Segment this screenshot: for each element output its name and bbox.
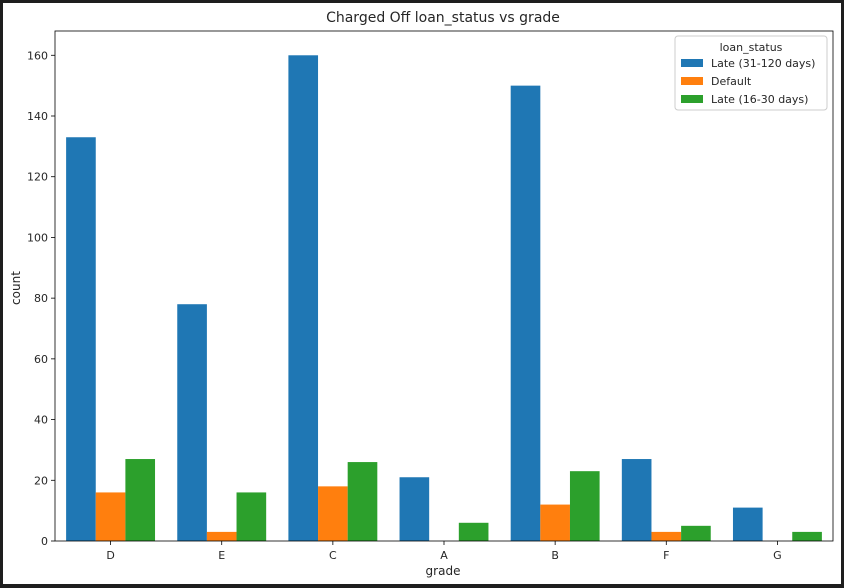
legend-entry: Late (16-30 days) (711, 93, 808, 106)
bar-A-series-1 (399, 477, 430, 541)
legend-swatch (681, 59, 703, 67)
bar-D-series-3 (125, 459, 156, 541)
x-axis-label: grade (426, 564, 461, 578)
bar-B-series-1 (510, 85, 541, 542)
bar-B-series-3 (569, 471, 600, 541)
bar-G-series-3 (792, 531, 822, 541)
axes-layer: 0 20 40 60 80 100 120 140 160 D E C A B F G (27, 30, 834, 562)
bar-E-series-1 (177, 304, 207, 541)
y-tick-label: 20 (34, 474, 48, 487)
bar-F-series-2 (651, 531, 682, 541)
bar-D-series-2 (95, 492, 126, 541)
bar-D-series-1 (66, 137, 96, 541)
y-tick-label: 120 (27, 171, 48, 184)
bar-E-series-2 (206, 531, 237, 541)
y-tick-label: 40 (34, 414, 48, 427)
bar-F-series-3 (681, 525, 711, 541)
y-tick-label: 60 (34, 353, 48, 366)
bar-C-series-2 (318, 486, 348, 541)
bar-C-series-3 (347, 462, 378, 541)
y-tick-label: 140 (27, 110, 48, 123)
x-tick-label: F (663, 549, 669, 562)
bar-chart: Charged Off loan_status vs grade 0 20 40 60… (9, 10, 834, 578)
y-tick-label: 80 (34, 292, 48, 305)
x-tick-label: G (773, 549, 782, 562)
chart-figure: Charged Off loan_status vs grade 0 20 40 60… (3, 3, 841, 584)
bar-F-series-1 (621, 459, 652, 541)
x-tick-label: B (551, 549, 559, 562)
bar-A-series-3 (458, 522, 489, 541)
legend-swatch (681, 77, 703, 85)
legend-title: loan_status (720, 41, 783, 54)
y-tick-label: 0 (41, 535, 48, 548)
bar-G-series-1 (732, 507, 763, 541)
bar-C-series-1 (288, 55, 319, 542)
bar-E-series-3 (236, 492, 267, 541)
bar-B-series-2 (540, 504, 570, 541)
legend-entry: Default (711, 75, 752, 88)
x-tick-label: C (329, 549, 337, 562)
legend-entry: Late (31-120 days) (711, 57, 815, 70)
chart-title: Charged Off loan_status vs grade (326, 10, 560, 26)
y-tick-label: 160 (27, 49, 48, 62)
legend-box (674, 35, 828, 111)
x-tick-label: D (106, 549, 114, 562)
bars-layer (66, 55, 822, 542)
x-tick-label: E (218, 549, 225, 562)
x-tick-label: A (440, 549, 448, 562)
legend-swatch (681, 95, 703, 103)
y-axis-label: count (9, 271, 23, 305)
legend: loan_status Late (31-120 days) Default Late… (674, 35, 828, 111)
y-tick-label: 100 (27, 231, 48, 244)
